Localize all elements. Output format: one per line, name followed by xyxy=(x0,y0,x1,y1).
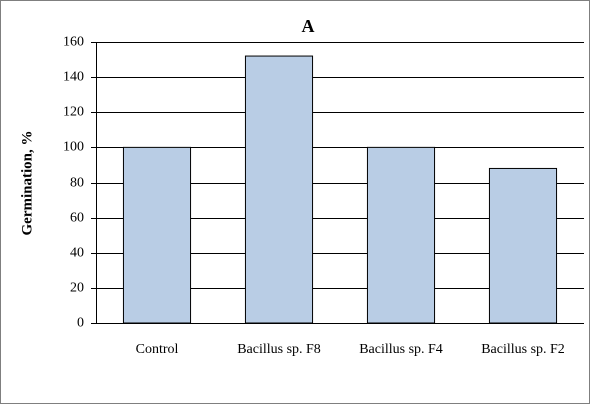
y-tick-label: 120 xyxy=(63,105,84,120)
y-tick-label: 140 xyxy=(63,70,84,85)
y-tick-label: 80 xyxy=(70,176,84,191)
x-tick-label: Control xyxy=(136,342,179,357)
x-tick-label: Bacillus sp. F2 xyxy=(481,342,565,357)
y-tick-label: 60 xyxy=(70,211,84,226)
y-axis-label: Germination, % xyxy=(19,131,35,236)
chart-title: A xyxy=(302,16,315,36)
bar xyxy=(122,146,192,324)
bar xyxy=(244,55,314,324)
y-tick-label: 100 xyxy=(63,140,84,155)
x-tick-label: Bacillus sp. F8 xyxy=(237,342,321,357)
y-tick-label: 20 xyxy=(70,281,84,296)
bar xyxy=(366,146,436,324)
y-tick-label: 40 xyxy=(70,246,84,261)
y-tick-label: 160 xyxy=(63,35,84,50)
x-tick-label: Bacillus sp. F4 xyxy=(359,342,443,357)
bar xyxy=(488,167,558,324)
y-tick-label: 0 xyxy=(77,316,84,331)
